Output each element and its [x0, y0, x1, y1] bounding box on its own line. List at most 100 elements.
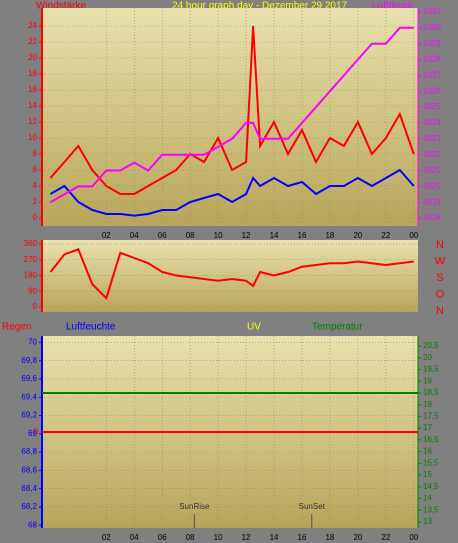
y-tick-label: 69,6 — [21, 374, 37, 383]
compass-label: S — [436, 272, 443, 284]
x-tick-label: 12 — [242, 231, 251, 240]
x-tick-label: 12 — [242, 533, 251, 542]
x-tick-label: 02 — [102, 533, 111, 542]
y-tick-label: 68,8 — [21, 447, 37, 456]
x-tick-label: 20 — [353, 533, 362, 542]
y2-tick-label: 15,5 — [423, 458, 439, 467]
x-tick-label: 10 — [214, 231, 223, 240]
x-tick-label: 16 — [298, 533, 307, 542]
y-tick-label: 180 — [24, 271, 38, 280]
y-tick-label: 90 — [28, 286, 37, 295]
y2-tick-label: 14 — [423, 494, 432, 503]
y-tick-label: 14 — [28, 101, 37, 110]
y-tick-label: 20 — [28, 53, 37, 62]
x-tick-label: 10 — [214, 533, 223, 542]
plot-area — [42, 240, 418, 312]
compass-label: N — [436, 305, 444, 317]
x-tick-label: 08 — [186, 533, 195, 542]
x-tick-label: 08 — [186, 231, 195, 240]
annotation-label: SunSet — [299, 502, 326, 511]
y-tick-label: 360 — [24, 239, 38, 248]
y-tick-label: 69,4 — [21, 392, 37, 401]
y2-tick-label: 19 — [423, 376, 432, 385]
y-tick-label: 8 — [33, 149, 38, 158]
x-tick-label: 20 — [353, 231, 362, 240]
series-header: Temperatur — [312, 322, 363, 333]
y-tick-label: 12 — [28, 117, 37, 126]
series-line — [49, 25, 415, 195]
x-tick-label: 00 — [409, 231, 418, 240]
y2-tick-label: 14,5 — [423, 482, 439, 491]
y2-tick-label: 1025 — [423, 102, 441, 111]
x-tick-label: 14 — [270, 533, 279, 542]
x-tick-label: 06 — [158, 231, 167, 240]
y-tick-label: 22 — [28, 37, 37, 46]
plot-area — [42, 8, 418, 226]
y2-tick-label: 17,5 — [423, 412, 439, 421]
series-line — [49, 26, 414, 204]
y-tick-label: 18 — [28, 69, 37, 78]
compass-label: W — [435, 255, 446, 267]
y2-tick-label: 1026 — [423, 86, 441, 95]
y-tick-label: 0 — [33, 213, 38, 222]
y2-tick-label: 1027 — [423, 70, 441, 79]
y-tick-label: 68,2 — [21, 502, 37, 511]
y2-tick-label: 1021 — [423, 166, 441, 175]
y2-tick-label: 1024 — [423, 118, 441, 127]
y-tick-label: 16 — [28, 85, 37, 94]
y2-tick-label: 1020 — [423, 181, 441, 190]
compass-label: O — [436, 288, 445, 300]
y-tick-label: 69 — [28, 429, 37, 438]
y-tick-label: 69,2 — [21, 411, 37, 420]
y2-tick-label: 13,5 — [423, 505, 439, 514]
y2-tick-label: 19,5 — [423, 365, 439, 374]
x-tick-label: 06 — [158, 533, 167, 542]
x-tick-label: 04 — [130, 231, 139, 240]
series-header: Regen — [2, 322, 31, 333]
y2-tick-label: 1029 — [423, 39, 441, 48]
y-tick-label: 4 — [33, 181, 38, 190]
x-tick-label: 02 — [102, 231, 111, 240]
y2-tick-label: 20 — [423, 353, 432, 362]
x-tick-label: 22 — [381, 533, 390, 542]
y2-tick-label: 17 — [423, 423, 432, 432]
y-tick-label: 10 — [28, 133, 37, 142]
y-tick-label: 68,4 — [21, 484, 37, 493]
y-axis-label: Windstärke — [36, 1, 86, 12]
y3-tick-label: 0 — [34, 427, 39, 436]
x-tick-label: 22 — [381, 231, 390, 240]
x-tick-label: 18 — [325, 231, 334, 240]
y2-tick-label: 15 — [423, 470, 432, 479]
x-tick-label: 14 — [270, 231, 279, 240]
x-tick-label: 16 — [298, 231, 307, 240]
y2-tick-label: 1030 — [423, 23, 441, 32]
x-tick-label: 18 — [325, 533, 334, 542]
y-tick-label: 270 — [24, 255, 38, 264]
y2-tick-label: 13 — [423, 517, 432, 526]
y2-tick-label: 18 — [423, 400, 432, 409]
y2-tick-label: 1018 — [423, 213, 441, 222]
series-line — [49, 248, 414, 301]
y-tick-label: 69,8 — [21, 356, 37, 365]
y2-tick-label: 1022 — [423, 150, 441, 159]
y-tick-label: 68,6 — [21, 466, 37, 475]
chart-title: 24 hour graph day - Dezember 29 2017 — [172, 1, 348, 12]
y-tick-label: 24 — [28, 21, 37, 30]
y-tick-label: 68 — [28, 520, 37, 529]
compass-label: N — [436, 239, 444, 251]
y2-tick-label: 16 — [423, 447, 432, 456]
y-tick-label: 2 — [33, 197, 38, 206]
annotation-label: SunRise — [179, 502, 210, 511]
x-tick-label: 00 — [409, 533, 418, 542]
y2-axis-label: Luftdruck — [372, 1, 414, 12]
y2-tick-label: 1019 — [423, 197, 441, 206]
y-tick-label: 6 — [33, 165, 38, 174]
y2-tick-label: 18,5 — [423, 388, 439, 397]
y2-tick-label: 1028 — [423, 55, 441, 64]
y2-tick-label: 1023 — [423, 134, 441, 143]
series-header: UV — [247, 322, 261, 333]
y2-tick-label: 20,5 — [423, 341, 439, 350]
series-line — [49, 168, 415, 217]
y-tick-label: 70 — [28, 338, 37, 347]
